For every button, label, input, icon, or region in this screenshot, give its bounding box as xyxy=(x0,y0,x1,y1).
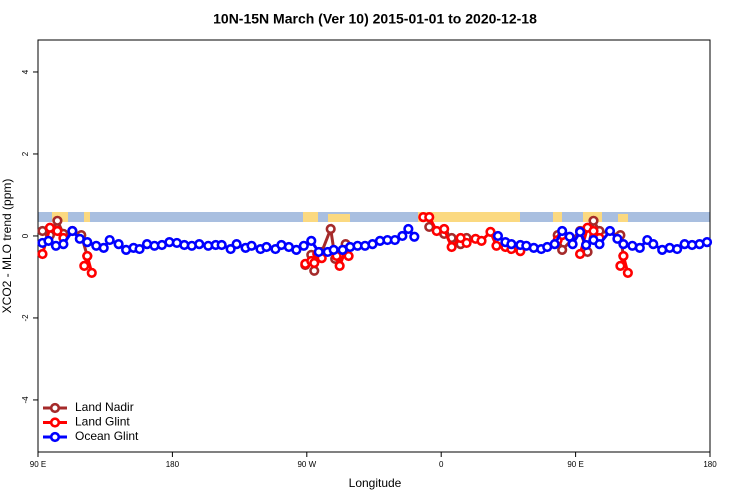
point xyxy=(409,231,420,242)
point xyxy=(52,225,63,237)
point xyxy=(701,237,713,248)
point xyxy=(113,239,124,250)
x-tick-label: 90 E xyxy=(567,460,583,469)
point xyxy=(403,223,414,235)
chart-title: 10N-15N March (Ver 10) 2015-01-01 to 202… xyxy=(213,11,537,27)
point xyxy=(389,234,401,246)
point xyxy=(397,230,408,242)
x-tick-label: 90 E xyxy=(30,460,46,469)
point xyxy=(439,223,450,235)
point xyxy=(672,243,683,255)
legend-marker xyxy=(49,417,61,428)
y-tick-label: -2 xyxy=(21,314,30,322)
land-ocean-strip xyxy=(38,212,710,222)
point xyxy=(67,225,78,237)
point xyxy=(306,235,317,246)
point xyxy=(291,244,302,255)
point xyxy=(309,265,320,276)
point xyxy=(476,235,487,246)
point xyxy=(446,241,457,253)
point xyxy=(604,225,616,237)
point xyxy=(634,242,645,253)
point xyxy=(461,237,472,249)
legend-label: Land Nadir xyxy=(75,400,134,414)
point xyxy=(298,240,309,251)
legend-marker xyxy=(49,402,61,414)
point xyxy=(557,244,568,255)
point xyxy=(104,234,115,246)
x-tick-label: 0 xyxy=(439,460,444,469)
legend-marker xyxy=(49,431,61,443)
point xyxy=(485,226,496,237)
x-axis-label: Longitude xyxy=(349,476,402,490)
x-tick-label: 180 xyxy=(166,460,180,469)
point xyxy=(343,250,354,262)
point xyxy=(506,239,517,250)
point xyxy=(246,240,257,251)
point xyxy=(580,239,592,251)
point xyxy=(52,215,63,226)
point xyxy=(86,267,97,278)
point xyxy=(231,239,242,250)
point xyxy=(216,239,227,251)
y-tick-label: -4 xyxy=(21,396,30,404)
point xyxy=(261,241,272,253)
point xyxy=(424,211,435,223)
point xyxy=(79,260,90,271)
y-tick-label: 0 xyxy=(21,233,30,238)
point xyxy=(567,239,578,250)
point xyxy=(82,250,93,262)
legend-label: Ocean Glint xyxy=(75,429,139,443)
point xyxy=(574,248,586,260)
point xyxy=(328,244,339,255)
y-tick-label: 4 xyxy=(21,69,30,74)
point xyxy=(325,223,336,235)
point xyxy=(574,226,586,237)
point xyxy=(82,237,93,248)
point xyxy=(98,242,109,253)
x-tick-label: 90 W xyxy=(297,460,316,469)
point xyxy=(334,260,345,271)
legend-label: Land Glint xyxy=(75,415,130,429)
point xyxy=(615,260,626,271)
point xyxy=(557,225,568,237)
x-tick-label: 180 xyxy=(703,460,717,469)
point xyxy=(37,248,48,260)
point xyxy=(549,239,560,250)
point xyxy=(622,267,633,278)
point xyxy=(58,239,69,250)
point xyxy=(612,233,623,244)
point xyxy=(134,243,145,255)
y-tick-label: 2 xyxy=(21,151,30,156)
point xyxy=(618,250,629,262)
point xyxy=(618,239,629,250)
point xyxy=(588,225,599,237)
point xyxy=(194,239,205,250)
point xyxy=(309,257,320,269)
point xyxy=(648,239,659,250)
point xyxy=(594,239,605,250)
y-axis-label: XCO2 - MLO trend (ppm) xyxy=(0,179,14,314)
point xyxy=(491,240,502,251)
point xyxy=(492,230,504,242)
point xyxy=(588,215,599,226)
point xyxy=(313,246,324,258)
point xyxy=(43,235,54,246)
